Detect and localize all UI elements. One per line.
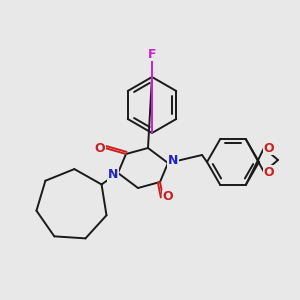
Text: N: N <box>108 169 118 182</box>
Text: F: F <box>148 47 156 61</box>
Text: O: O <box>163 190 173 203</box>
Text: O: O <box>95 142 105 154</box>
Text: N: N <box>168 154 178 167</box>
Text: O: O <box>264 166 274 178</box>
Text: O: O <box>264 142 274 154</box>
